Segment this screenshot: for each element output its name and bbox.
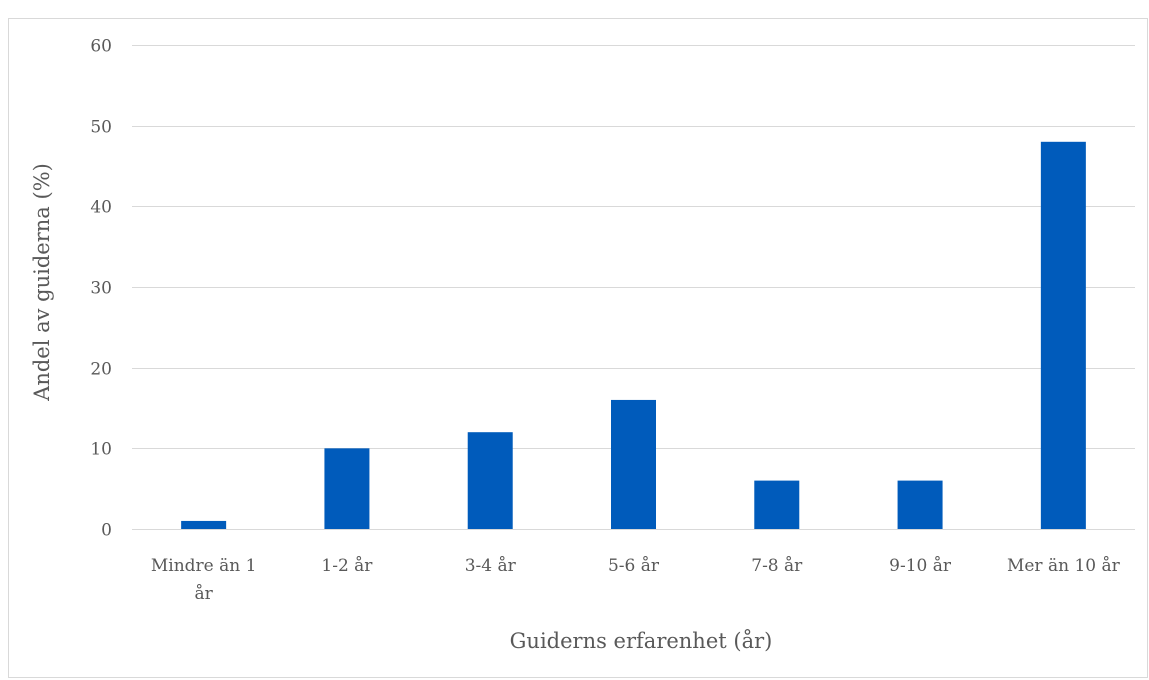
x-axis-ticks: Mindre än 1 år 1-2 år 3-4 år 5-6 år 7-8 år 9-1… — [151, 556, 1121, 604]
y-tick-label-10: 10 — [90, 440, 112, 460]
y-tick-label-40: 40 — [90, 198, 112, 218]
x-tick-label-4: 7-8 år — [751, 556, 803, 576]
y-tick-label-50: 50 — [90, 118, 112, 138]
x-tick-label-1: 1-2 år — [321, 556, 373, 576]
y-axis-title: Andel av guiderna (%) — [30, 163, 54, 402]
bar-5 — [897, 480, 943, 529]
chart-frame: 0 10 20 30 40 50 60 Mindre än 1 år 1-2 år 3-4 år 5… — [8, 18, 1148, 678]
bar-6 — [1040, 141, 1086, 530]
bar-chart: 0 10 20 30 40 50 60 Mindre än 1 år 1-2 år 3-4 år 5… — [30, 37, 1135, 653]
bar-3 — [611, 399, 656, 529]
x-tick-label-5: 9-10 år — [889, 556, 952, 576]
bar-2 — [467, 432, 513, 529]
x-tick-label-6: Mer än 10 år — [1007, 556, 1121, 576]
x-axis-title: Guiderns erfarenhet (år) — [510, 629, 773, 653]
y-tick-label-0: 0 — [101, 521, 112, 541]
x-tick-label-2: 3-4 år — [465, 556, 517, 576]
bar-1 — [324, 448, 370, 529]
x-tick-label-3: 5-6 år — [608, 556, 660, 576]
y-axis-ticks: 0 10 20 30 40 50 60 — [90, 37, 112, 541]
bars — [181, 141, 1086, 530]
y-tick-label-60: 60 — [90, 37, 112, 57]
bar-4 — [754, 480, 800, 529]
bar-0 — [181, 520, 227, 529]
y-tick-label-30: 30 — [90, 279, 112, 299]
gridlines — [132, 45, 1135, 530]
y-tick-label-20: 20 — [90, 360, 112, 380]
x-tick-label-0: Mindre än 1 år — [151, 556, 257, 604]
